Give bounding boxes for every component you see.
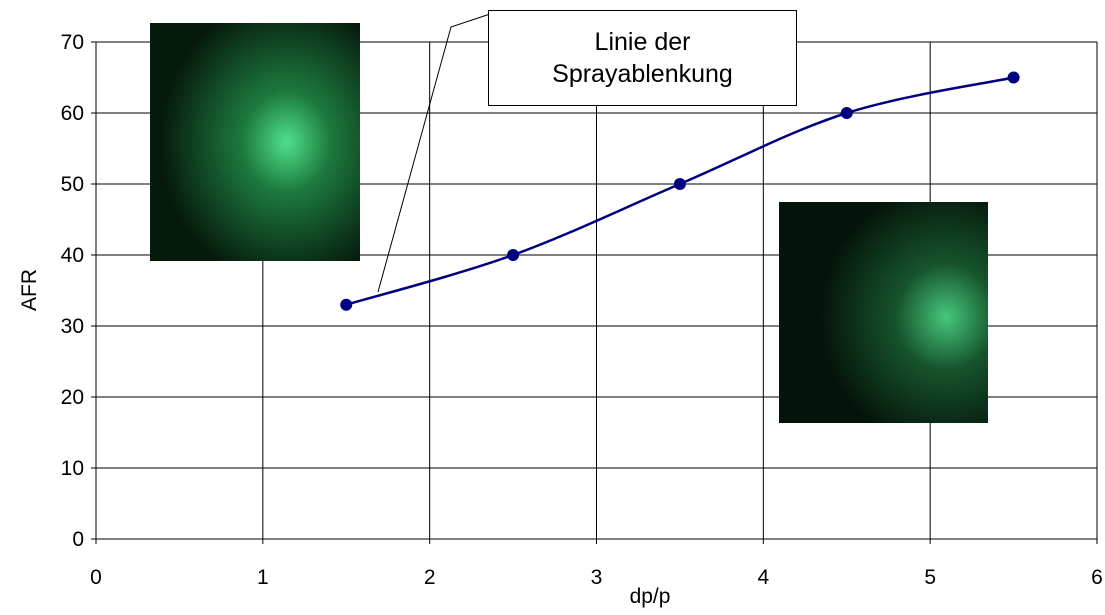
x-axis-label: dp/p [630,585,671,608]
y-tick-label: 30 [61,315,84,338]
data-point [673,178,686,190]
annotation-leader [377,13,491,293]
annotation-box: Linie der Sprayablenkung [488,10,797,106]
data-point [840,107,853,119]
y-tick-label: 50 [61,173,84,196]
x-tick-label: 2 [424,566,436,589]
x-tick-label: 3 [591,566,603,589]
spray-photo [779,202,988,423]
spray-photo [150,23,360,261]
y-tick-label: 70 [61,31,84,54]
data-point [340,298,353,311]
x-tick-label: 4 [757,566,769,589]
x-tick-label: 5 [924,566,936,589]
y-tick-label: 60 [61,102,84,125]
x-tick-label: 1 [257,566,269,589]
y-tick-label: 20 [61,386,84,409]
y-axis-label: AFR [18,269,41,311]
annotation: Linie der Sprayablenkung [552,28,733,88]
data-point [507,249,520,261]
x-tick-label: 0 [90,566,102,589]
x-tick-label: 6 [1091,566,1103,589]
plot [340,71,1020,311]
data-point [1007,71,1020,84]
y-tick-label: 0 [72,528,84,551]
y-tick-label: 10 [61,457,84,480]
y-tick-label: 40 [61,244,84,267]
